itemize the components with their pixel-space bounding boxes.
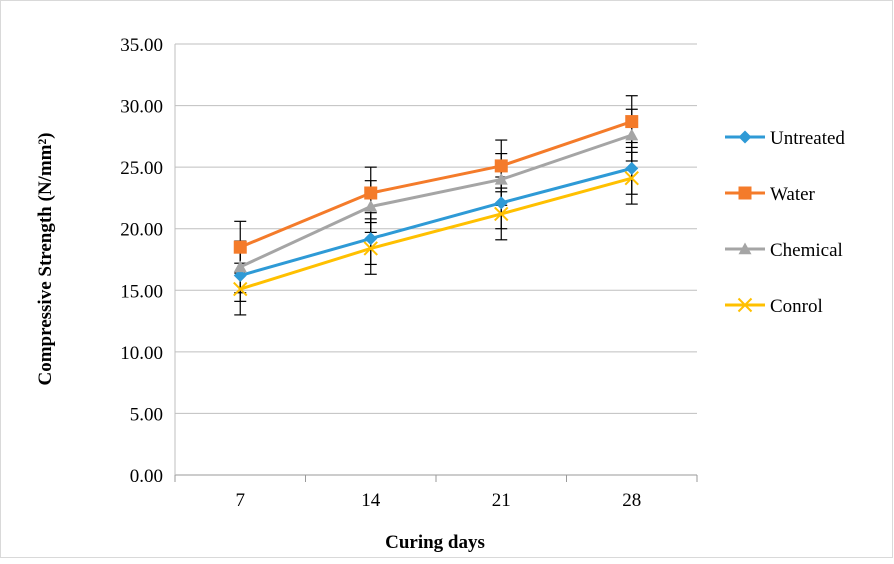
data-point	[364, 232, 378, 246]
legend-item: Water	[725, 184, 816, 205]
legend-item: Chemical	[725, 240, 843, 261]
x-tick-label: 14	[361, 490, 381, 511]
y-tick-label: 10.00	[120, 343, 163, 364]
marker-stroke	[624, 171, 639, 186]
series-chemical	[233, 128, 639, 273]
y-tick-label: 5.00	[130, 404, 163, 425]
legend-item: Untreated	[725, 128, 845, 149]
marker-stroke	[363, 241, 378, 256]
data-point	[624, 171, 639, 186]
data-point	[625, 128, 639, 141]
series-lines	[233, 115, 639, 297]
legend-marker	[737, 297, 753, 313]
x-tick-label: 7	[236, 490, 246, 511]
y-tick-label: 25.00	[120, 158, 163, 179]
data-point	[363, 241, 378, 256]
legend-marker	[738, 186, 752, 200]
series-line	[239, 166, 633, 277]
legend: Untreated Water Chemical Conrol	[725, 128, 845, 317]
data-point	[494, 206, 509, 222]
series-water	[233, 115, 639, 254]
y-tick-label: 35.00	[120, 35, 163, 56]
legend-label: Chemical	[770, 240, 843, 261]
marker-stroke	[233, 281, 248, 297]
data-point	[494, 159, 508, 173]
data-point	[233, 260, 247, 273]
series-untreated	[233, 161, 639, 283]
error-bars	[234, 95, 638, 316]
data-point	[625, 161, 639, 175]
y-tick-label: 0.00	[130, 466, 163, 487]
legend-label: Conrol	[770, 296, 823, 317]
series-line	[239, 176, 633, 291]
data-point	[494, 172, 508, 185]
data-point	[364, 186, 378, 200]
y-tick-label: 20.00	[120, 220, 163, 241]
data-point	[233, 240, 247, 254]
data-point	[364, 200, 378, 212]
marker-stroke	[737, 297, 753, 313]
data-point	[233, 281, 248, 297]
legend-marker	[738, 242, 752, 255]
series-line	[239, 133, 633, 269]
legend-label: Water	[770, 184, 816, 205]
x-tick-label: 21	[492, 490, 511, 511]
series-line	[239, 120, 633, 249]
x-tick-label: 28	[622, 490, 641, 511]
x-axis-ticks: 7 14 21 28	[174, 475, 698, 511]
legend-marker	[738, 130, 752, 144]
marker-stroke	[494, 206, 509, 222]
y-axis-ticks: 0.00 5.00 10.00 15.00 20.00 25.00 30.00 35.00	[120, 35, 163, 487]
y-axis-title: Compressive Strength (N/mm²)	[35, 132, 56, 385]
data-point	[233, 269, 247, 283]
series-conrol	[233, 171, 639, 297]
data-point	[625, 115, 639, 129]
y-tick-label: 30.00	[120, 97, 163, 118]
data-point	[494, 196, 508, 210]
legend-item: Conrol	[725, 296, 823, 317]
legend-label: Untreated	[770, 128, 845, 149]
x-axis-title: Curing days	[385, 532, 485, 553]
gridlines	[174, 43, 697, 476]
y-tick-label: 15.00	[120, 281, 163, 302]
